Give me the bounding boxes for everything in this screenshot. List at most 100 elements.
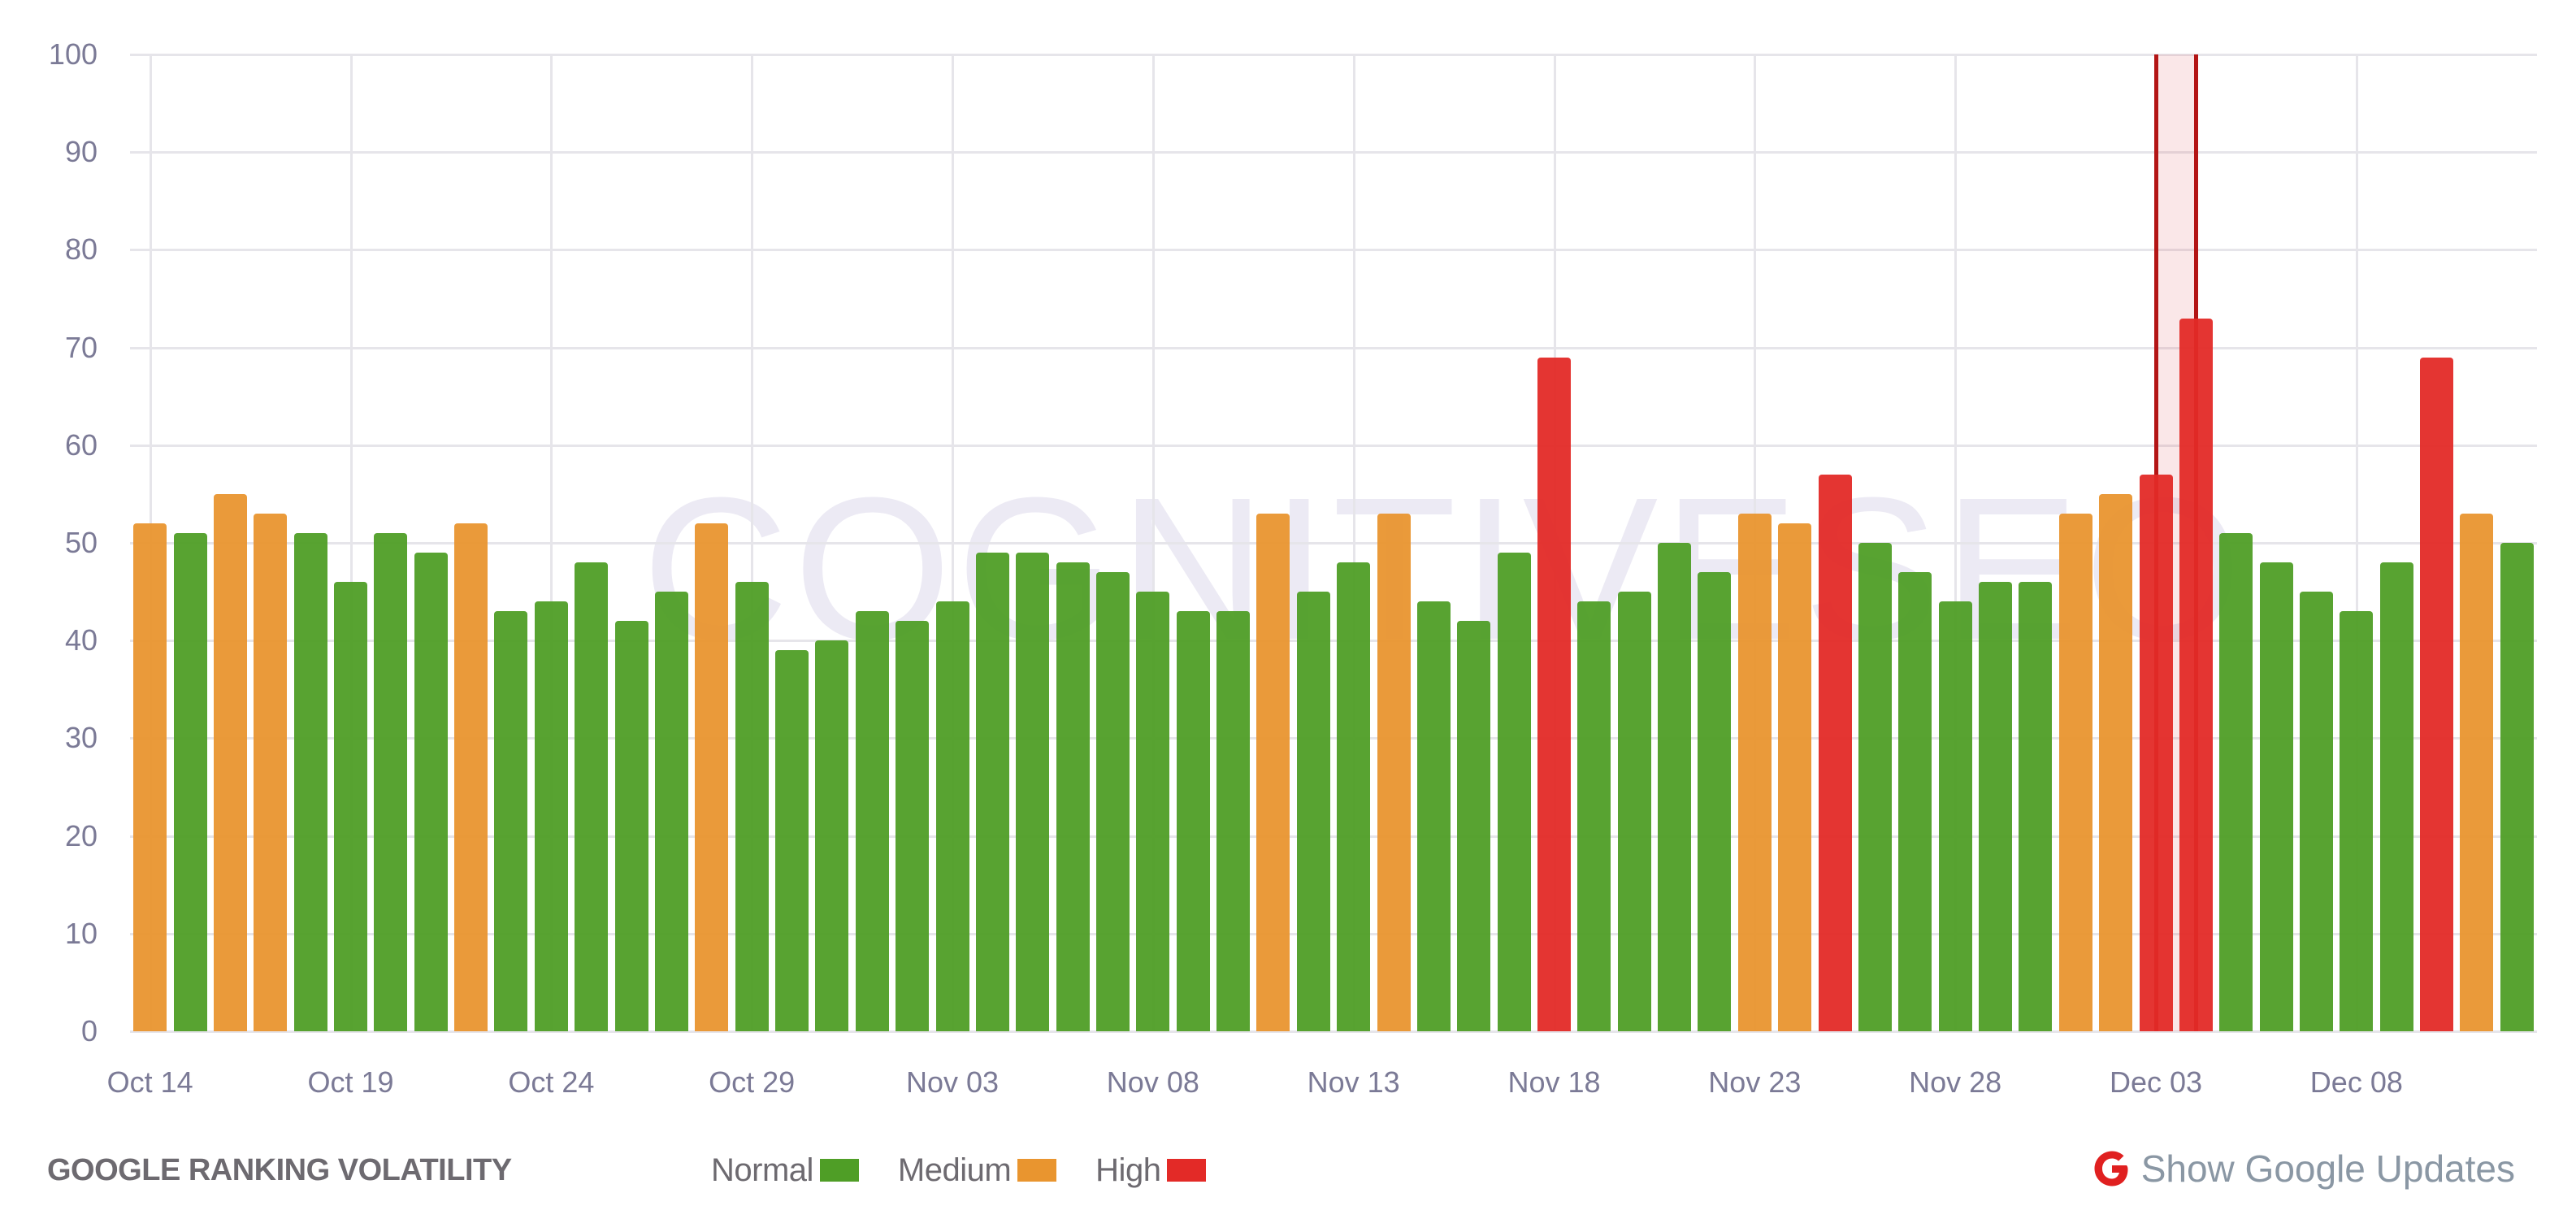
bar-normal[interactable] xyxy=(1898,572,1932,1031)
bar-normal[interactable] xyxy=(1016,553,1050,1031)
bar-normal[interactable] xyxy=(2500,543,2534,1031)
gridline-y-100 xyxy=(130,54,2537,56)
gridline-y-30 xyxy=(130,737,2537,740)
x-tick-label: Nov 08 xyxy=(1106,1065,1199,1099)
legend-item-high[interactable]: High xyxy=(1095,1152,1207,1188)
bar-high[interactable] xyxy=(1818,474,1852,1031)
gridline-x xyxy=(1151,54,1155,1031)
bar-normal[interactable] xyxy=(173,532,207,1031)
bar-normal[interactable] xyxy=(1577,601,1611,1031)
bar-normal[interactable] xyxy=(334,582,368,1031)
y-tick-label: 30 xyxy=(64,721,98,755)
bar-normal[interactable] xyxy=(2019,582,2053,1031)
bar-medium[interactable] xyxy=(695,523,729,1031)
y-tick-label: 90 xyxy=(64,135,98,169)
y-tick-label: 100 xyxy=(48,37,98,71)
bar-normal[interactable] xyxy=(614,621,648,1031)
gridline-x xyxy=(1352,54,1355,1031)
y-tick-label: 70 xyxy=(64,330,98,364)
y-tick-label: 0 xyxy=(80,1014,98,1048)
legend: Normal Medium High xyxy=(711,1152,1245,1188)
bar-normal[interactable] xyxy=(1337,562,1371,1031)
bar-normal[interactable] xyxy=(1698,572,1732,1031)
bar-high[interactable] xyxy=(2420,357,2454,1031)
bar-normal[interactable] xyxy=(374,532,408,1031)
bar-normal[interactable] xyxy=(1457,621,1491,1031)
x-tick-label: Nov 28 xyxy=(1909,1065,2002,1099)
show-google-updates-button[interactable]: Show Google Updates xyxy=(2091,1146,2515,1191)
gridline-y-70 xyxy=(130,346,2537,349)
bar-normal[interactable] xyxy=(1979,582,2013,1031)
bar-normal[interactable] xyxy=(1416,601,1451,1031)
bar-normal[interactable] xyxy=(1176,611,1210,1031)
bar-medium[interactable] xyxy=(213,493,247,1031)
bar-normal[interactable] xyxy=(855,611,889,1031)
gridline-y-80 xyxy=(130,249,2537,252)
gridline-y-0 xyxy=(130,1030,2537,1033)
bar-high[interactable] xyxy=(2179,318,2213,1031)
gridline-x xyxy=(1954,54,1958,1031)
legend-label-medium: Medium xyxy=(897,1152,1012,1188)
x-tick-label: Oct 14 xyxy=(106,1065,193,1099)
bar-normal[interactable] xyxy=(494,611,528,1031)
x-tick-label: Nov 03 xyxy=(905,1065,1000,1099)
gridline-y-50 xyxy=(130,542,2537,544)
bar-normal[interactable] xyxy=(1056,562,1090,1031)
legend-item-normal[interactable]: Normal xyxy=(711,1152,859,1188)
gridline-x xyxy=(349,54,353,1031)
bar-normal[interactable] xyxy=(2299,592,2333,1031)
bar-normal[interactable] xyxy=(815,640,849,1031)
bar-normal[interactable] xyxy=(414,553,448,1031)
bar-normal[interactable] xyxy=(1216,611,1251,1031)
bar-normal[interactable] xyxy=(896,621,930,1031)
y-tick-label: 20 xyxy=(64,818,98,852)
bar-medium[interactable] xyxy=(454,523,488,1031)
bar-high[interactable] xyxy=(2139,474,2173,1031)
bar-medium[interactable] xyxy=(1377,513,1411,1031)
bar-medium[interactable] xyxy=(254,513,288,1031)
bar-normal[interactable] xyxy=(1938,601,1972,1031)
bar-normal[interactable] xyxy=(534,601,568,1031)
gridline-y-10 xyxy=(130,932,2537,935)
bar-medium[interactable] xyxy=(133,523,167,1031)
gridline-x xyxy=(952,54,955,1031)
bar-normal[interactable] xyxy=(2219,532,2253,1031)
bar-normal[interactable] xyxy=(575,562,609,1031)
bar-normal[interactable] xyxy=(2379,562,2413,1031)
x-tick-label: Oct 24 xyxy=(508,1065,595,1099)
bar-normal[interactable] xyxy=(1858,543,1892,1031)
bar-normal[interactable] xyxy=(935,601,969,1031)
legend-item-medium[interactable]: Medium xyxy=(897,1152,1057,1188)
bar-normal[interactable] xyxy=(1095,572,1130,1031)
y-tick-label: 50 xyxy=(64,526,98,559)
x-tick-label: Dec 08 xyxy=(2309,1065,2403,1099)
bar-normal[interactable] xyxy=(293,532,327,1031)
google-g-icon xyxy=(2094,1151,2128,1186)
gridline-y-90 xyxy=(130,151,2537,154)
bar-medium[interactable] xyxy=(1778,523,1812,1031)
bar-medium[interactable] xyxy=(2460,513,2494,1031)
gridline-x xyxy=(751,54,754,1031)
bar-medium[interactable] xyxy=(1737,513,1772,1031)
bar-normal[interactable] xyxy=(735,582,769,1031)
bar-normal[interactable] xyxy=(1617,592,1651,1031)
x-tick-label: Dec 03 xyxy=(2109,1065,2203,1099)
y-tick-label: 40 xyxy=(64,623,98,657)
bar-normal[interactable] xyxy=(1296,592,1330,1031)
bar-normal[interactable] xyxy=(2259,562,2293,1031)
legend-label-normal: Normal xyxy=(711,1152,813,1188)
bar-medium[interactable] xyxy=(1256,513,1290,1031)
bar-normal[interactable] xyxy=(775,650,809,1031)
bar-normal[interactable] xyxy=(1658,543,1692,1031)
bar-normal[interactable] xyxy=(1136,592,1170,1031)
legend-label-high: High xyxy=(1095,1152,1161,1188)
x-tick-label: Nov 13 xyxy=(1307,1065,1400,1099)
bar-high[interactable] xyxy=(1537,357,1572,1031)
bar-normal[interactable] xyxy=(1497,553,1531,1031)
bar-medium[interactable] xyxy=(2058,513,2092,1031)
bar-medium[interactable] xyxy=(2099,493,2133,1031)
bar-normal[interactable] xyxy=(2340,611,2374,1031)
bar-normal[interactable] xyxy=(654,592,688,1031)
bar-normal[interactable] xyxy=(975,553,1009,1031)
